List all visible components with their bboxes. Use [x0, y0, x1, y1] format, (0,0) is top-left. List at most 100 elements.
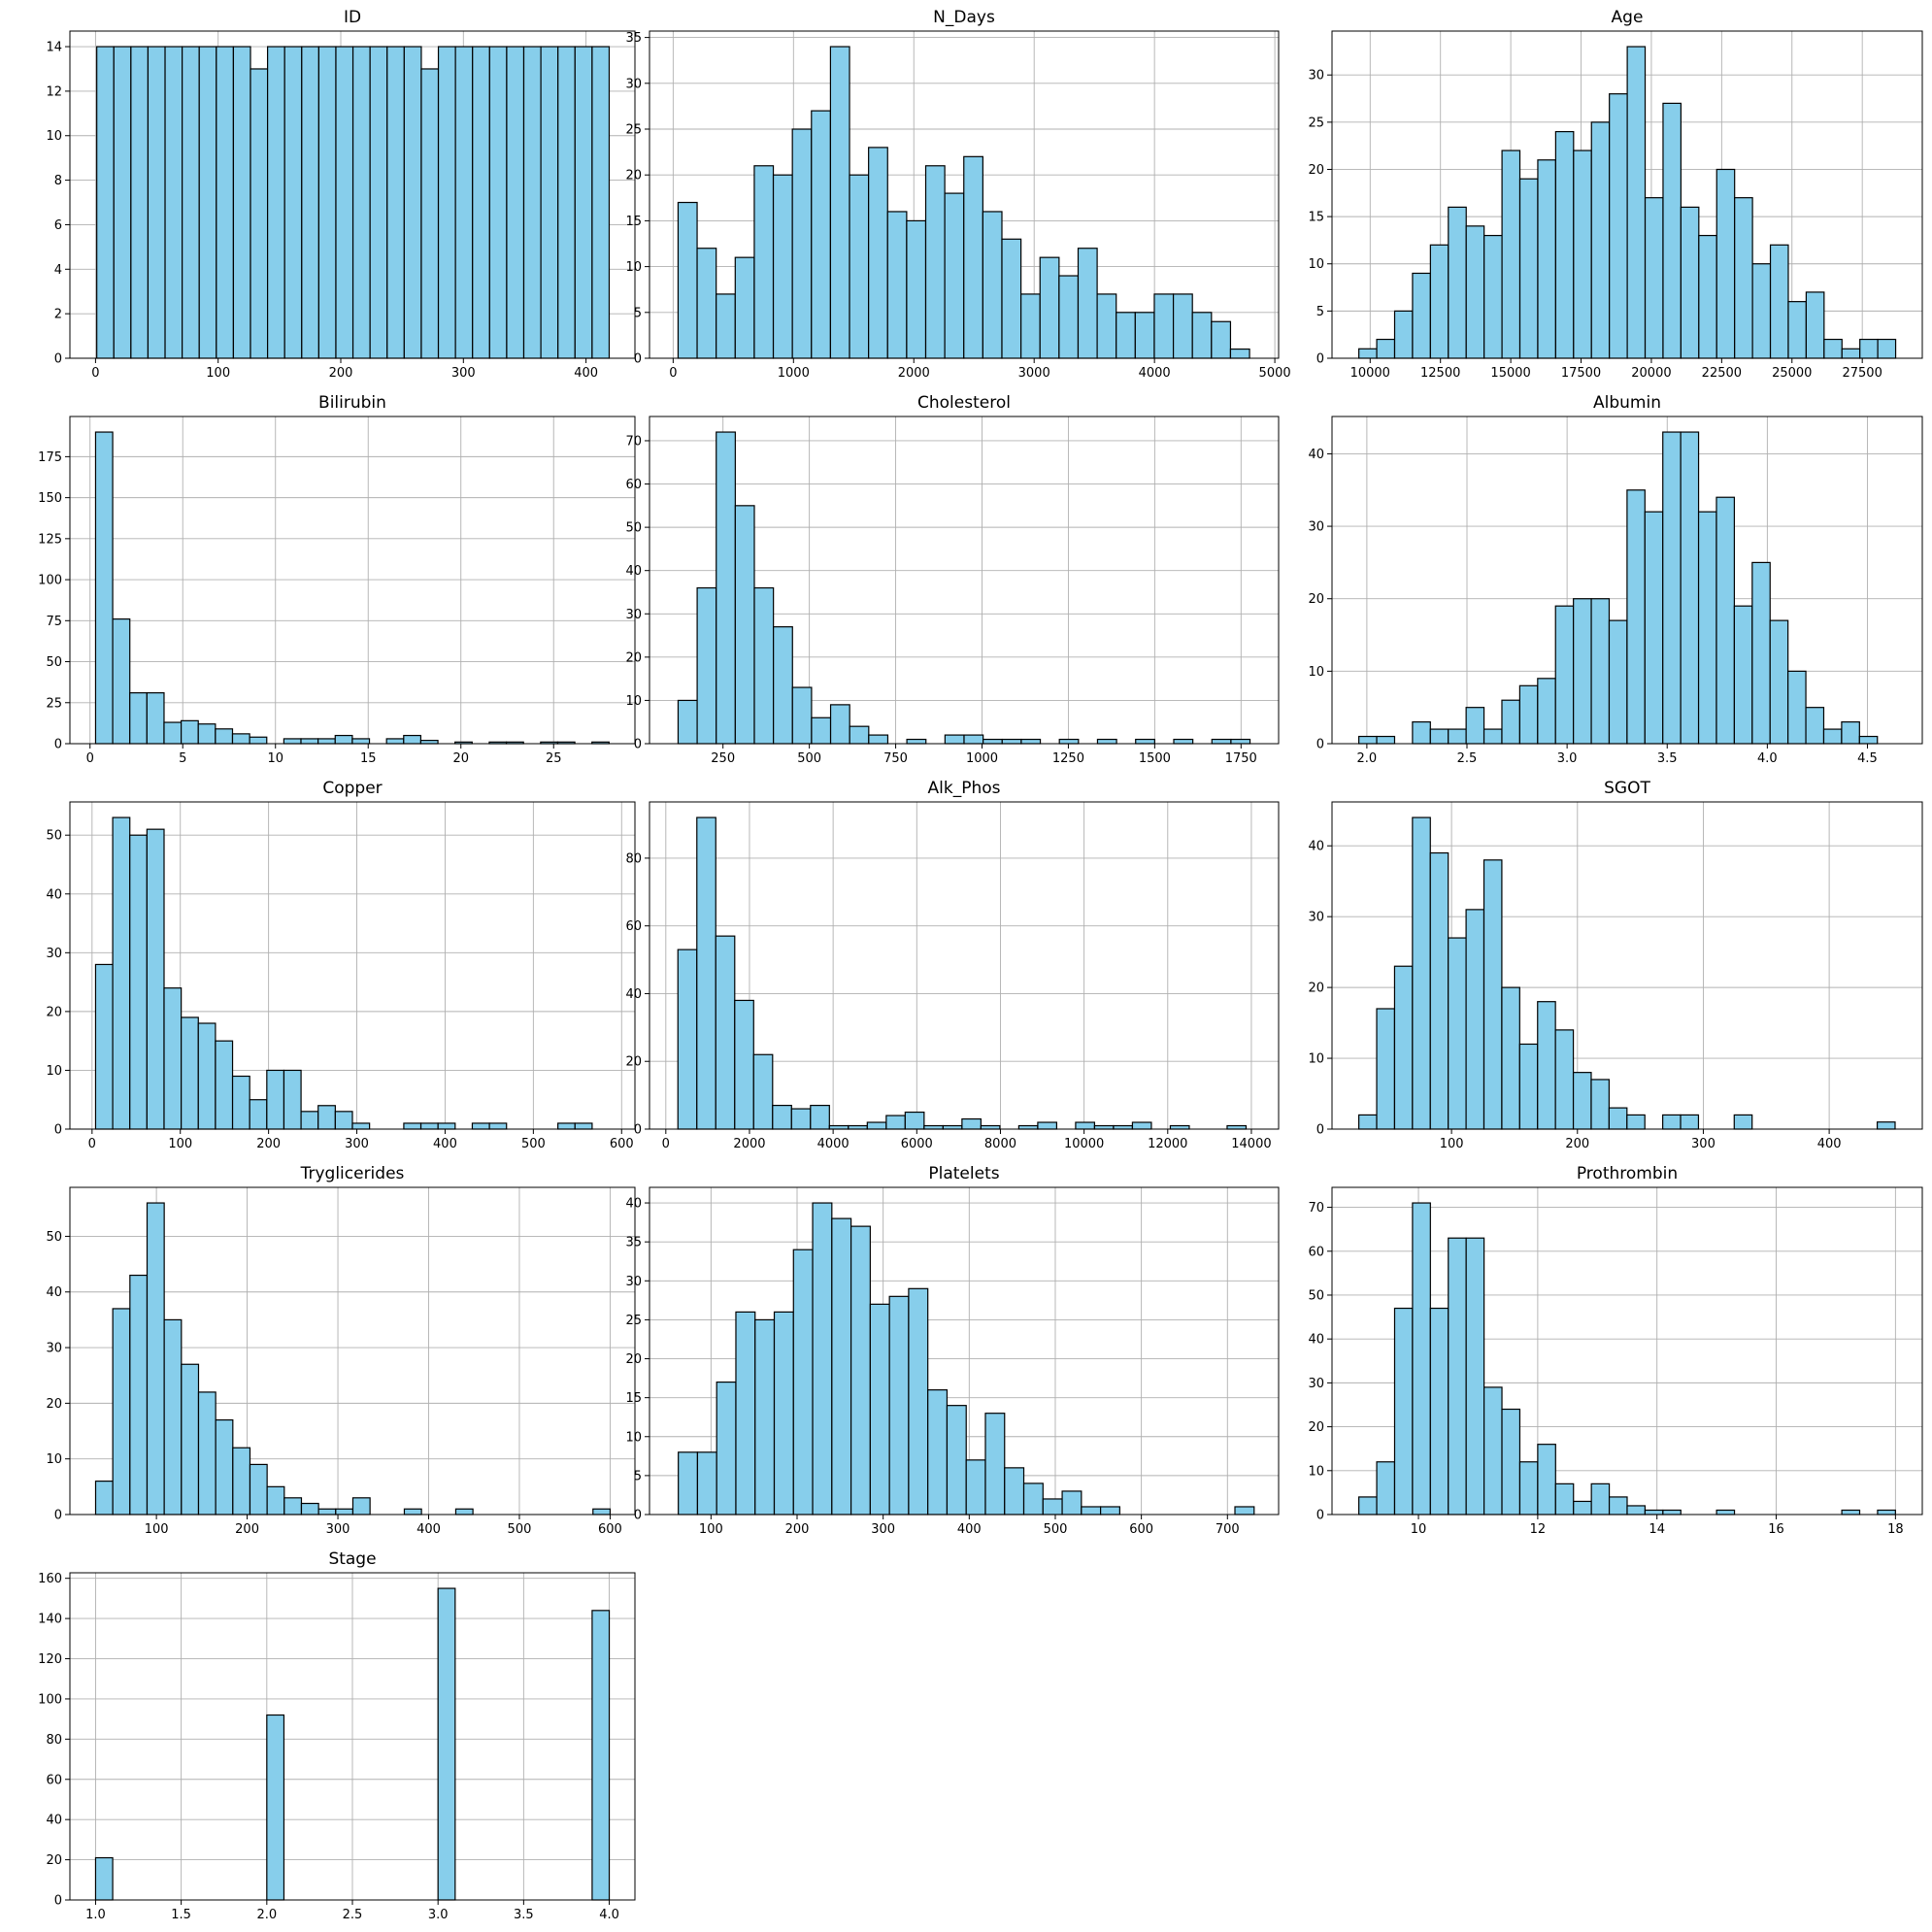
prothrombin-bar-17 [1662, 1509, 1682, 1516]
platelets-y-tick-label-7: 35 [625, 1236, 642, 1250]
age-y-tick-label-5: 25 [1308, 116, 1324, 130]
n-days-bar-3 [734, 256, 755, 359]
tryglicerides-x-tick-label-4: 500 [508, 1522, 532, 1537]
platelets-bar-5 [773, 1311, 794, 1516]
age-bar-23 [1769, 244, 1789, 359]
albumin-y-tick-label-4: 40 [1308, 448, 1324, 462]
n-days-y-tick-label-2: 10 [625, 260, 642, 275]
age-bar-26 [1823, 338, 1843, 359]
platelets-y-tick-label-5: 25 [625, 1314, 642, 1328]
age-y-tick-label-1: 5 [1316, 305, 1324, 319]
age-x-tick-label-4: 20000 [1631, 366, 1671, 381]
age-bar-6 [1465, 225, 1485, 359]
bilirubin-bar-9 [249, 736, 268, 745]
n-days-bar-13 [924, 165, 946, 359]
sgot-bar-1 [1376, 1008, 1396, 1130]
prothrombin-bar-27 [1841, 1509, 1861, 1516]
age-bar-17 [1662, 102, 1682, 359]
id-bar-2 [130, 46, 150, 359]
alk-phos-bar-6 [790, 1108, 812, 1130]
id-bar-29 [591, 46, 611, 359]
id-x-tick-label-1: 100 [206, 366, 230, 381]
platelets-bar-3 [735, 1311, 756, 1516]
platelets-y-tick-label-8: 40 [625, 1197, 642, 1212]
bilirubin-bar-17 [385, 738, 405, 745]
tryglicerides-title: Tryglicerides [300, 1164, 405, 1183]
bilirubin-title: Bilirubin [318, 393, 386, 413]
prothrombin-y-tick-label-3: 30 [1308, 1377, 1324, 1391]
id-title: ID [344, 8, 361, 27]
bilirubin-y-tick-label-6: 150 [38, 491, 62, 506]
bilirubin-y-tick-label-4: 100 [38, 574, 62, 588]
tryglicerides-x-tick-label-0: 100 [145, 1522, 169, 1537]
stage-x-tick-label-3: 2.5 [343, 1908, 363, 1922]
cholesterol-title: Cholesterol [917, 393, 1011, 413]
bilirubin-bar-2 [129, 692, 148, 745]
chart-copper: Copper 0 100 200 300 400 500 600 0 10 20 30 40 50 [46, 779, 636, 1151]
age-bar-16 [1644, 197, 1664, 359]
cholesterol-x-tick-label-0: 250 [711, 751, 735, 766]
cholesterol-bar-16 [983, 738, 1003, 745]
prothrombin-bar-5 [1448, 1237, 1467, 1516]
alk-phos-bar-7 [810, 1104, 830, 1130]
n-days-x-tick-label-3: 3000 [1018, 366, 1050, 381]
prothrombin-y-tick-label-4: 40 [1308, 1333, 1324, 1348]
platelets-bar-19 [1042, 1498, 1063, 1516]
alk-phos-y-tick-label-1: 20 [625, 1055, 642, 1070]
age-title: Age [1612, 8, 1644, 27]
n-days-bar-7 [811, 110, 832, 359]
alk-phos-x-tick-label-2: 4000 [817, 1137, 849, 1151]
n-days-bar-2 [716, 293, 736, 359]
albumin-x-tick-label-0: 2.0 [1357, 751, 1378, 766]
albumin-bar-17 [1662, 431, 1682, 745]
sgot-bar-17 [1662, 1114, 1682, 1130]
tryglicerides-bar-11 [283, 1497, 303, 1516]
platelets-y-tick-label-4: 20 [625, 1352, 642, 1367]
cholesterol-bar-26 [1173, 738, 1194, 745]
albumin-bar-0 [1358, 735, 1378, 745]
cholesterol-y-tick-label-4: 40 [625, 564, 642, 579]
alk-phos-bar-13 [923, 1124, 944, 1130]
sgot-bar-0 [1358, 1114, 1378, 1130]
platelets-bar-2 [716, 1381, 737, 1516]
stage-y-tick-label-8: 160 [38, 1572, 62, 1586]
stage-y-tick-label-0: 0 [54, 1894, 62, 1909]
stage-x-tick-label-0: 1.0 [85, 1908, 106, 1922]
cholesterol-bar-1 [696, 586, 717, 745]
cholesterol-y-tick-label-5: 50 [625, 521, 642, 536]
platelets-x-tick-label-1: 200 [785, 1522, 810, 1537]
bilirubin-x-tick-label-5: 25 [546, 751, 562, 766]
age-bar-15 [1626, 46, 1647, 359]
sgot-bar-6 [1465, 909, 1485, 1130]
id-bar-10 [266, 46, 285, 359]
sgot-bar-8 [1501, 986, 1520, 1130]
age-bar-20 [1715, 168, 1736, 359]
id-bar-9 [250, 68, 269, 359]
prothrombin-x-tick-label-0: 10 [1411, 1522, 1427, 1537]
alk-phos-bar-12 [904, 1111, 925, 1130]
albumin-x-tick-label-1: 2.5 [1457, 751, 1478, 766]
age-bar-29 [1877, 338, 1897, 359]
n-days-bar-16 [982, 211, 1003, 359]
albumin-bar-9 [1518, 684, 1539, 745]
alk-phos-bar-11 [885, 1115, 906, 1130]
bilirubin-x-tick-label-2: 10 [267, 751, 283, 766]
alk-phos-axes-frame [649, 801, 1280, 1130]
bilirubin-bar-11 [283, 738, 302, 745]
alk-phos-bar-15 [961, 1117, 982, 1130]
id-x-tick-label-2: 200 [329, 366, 353, 381]
bilirubin-bar-14 [334, 734, 353, 745]
age-bar-19 [1698, 234, 1717, 359]
sgot-bar-18 [1680, 1114, 1700, 1130]
cholesterol-y-tick-label-0: 0 [634, 738, 642, 752]
platelets-bar-1 [696, 1451, 717, 1516]
platelets-bar-14 [946, 1405, 967, 1516]
platelets-x-tick-label-5: 600 [1129, 1522, 1153, 1537]
id-bar-8 [232, 46, 251, 359]
id-bar-6 [198, 46, 217, 359]
age-bar-22 [1751, 263, 1772, 359]
albumin-bar-12 [1573, 598, 1592, 745]
albumin-y-tick-label-3: 30 [1308, 520, 1324, 535]
sgot-y-tick-label-1: 10 [1308, 1052, 1324, 1067]
id-bar-4 [164, 46, 183, 359]
